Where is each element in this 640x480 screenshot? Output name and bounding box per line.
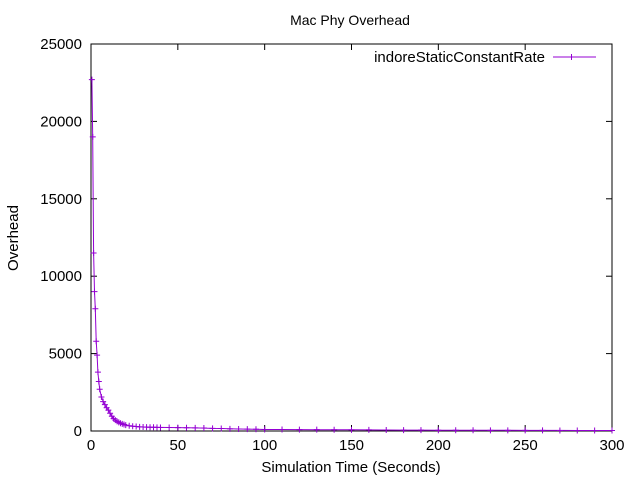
data-point <box>101 401 108 408</box>
data-point <box>244 426 251 433</box>
data-point <box>96 386 103 393</box>
data-point <box>88 76 95 83</box>
data-point <box>200 425 207 432</box>
data-point <box>470 427 477 434</box>
data-point <box>226 425 233 432</box>
data-point <box>365 426 372 433</box>
data-point <box>452 427 459 434</box>
y-tick-label: 25000 <box>40 36 82 53</box>
chart-title: Mac Phy Overhead <box>290 12 410 28</box>
data-point <box>105 407 112 414</box>
legend-label: indoreStaticConstantRate <box>374 49 545 66</box>
x-axis-ticks: 0 50 100 150 200 250 300 <box>87 44 625 454</box>
data-point <box>331 426 338 433</box>
data-point <box>192 424 199 431</box>
data-point <box>209 425 216 432</box>
data-point <box>157 424 164 431</box>
x-tick-label: 200 <box>426 437 451 454</box>
y-tick-label: 10000 <box>40 268 82 285</box>
data-point <box>89 133 96 140</box>
data-point <box>261 426 268 433</box>
data-point <box>122 422 129 429</box>
y-axis-label: Overhead <box>5 205 22 271</box>
data-point <box>218 425 225 432</box>
data-point <box>313 426 320 433</box>
data-point <box>556 427 563 434</box>
data-point <box>522 427 529 434</box>
data-point <box>235 425 242 432</box>
y-tick-label: 20000 <box>40 113 82 130</box>
x-tick-label: 50 <box>169 437 186 454</box>
data-point <box>166 424 173 431</box>
data-point <box>95 378 102 385</box>
y-tick-label: 0 <box>74 423 82 440</box>
data-point <box>174 424 181 431</box>
x-tick-label: 300 <box>599 437 624 454</box>
data-point <box>107 410 114 417</box>
data-point <box>417 427 424 434</box>
data-point <box>98 393 105 400</box>
data-point <box>435 427 442 434</box>
y-tick-label: 15000 <box>40 191 82 208</box>
y-axis-ticks: 0 5000 10000 15000 20000 25000 <box>40 36 612 440</box>
x-tick-label: 100 <box>252 437 277 454</box>
data-point <box>487 427 494 434</box>
data-point <box>183 424 190 431</box>
data-point <box>90 249 97 256</box>
data-point <box>94 369 101 376</box>
legend: indoreStaticConstantRate <box>374 49 596 66</box>
data-point <box>348 426 355 433</box>
y-tick-label: 5000 <box>49 346 82 363</box>
x-axis-label: Simulation Time (Seconds) <box>261 459 440 476</box>
x-tick-label: 250 <box>513 437 538 454</box>
data-point <box>92 305 99 312</box>
data-point <box>591 427 598 434</box>
data-point <box>100 398 107 405</box>
data-point <box>383 426 390 433</box>
data-point <box>91 288 98 295</box>
data-point <box>609 427 615 434</box>
x-tick-label: 0 <box>87 437 95 454</box>
series-line <box>91 79 612 431</box>
data-point <box>574 427 581 434</box>
x-tick-label: 150 <box>339 437 364 454</box>
data-point <box>279 426 286 433</box>
series-group <box>88 76 615 434</box>
data-point <box>504 427 511 434</box>
data-point <box>252 426 259 433</box>
data-point <box>296 426 303 433</box>
data-point <box>539 427 546 434</box>
data-point <box>93 338 100 345</box>
data-point <box>94 352 101 359</box>
data-point <box>400 427 407 434</box>
plot-frame <box>90 43 613 432</box>
